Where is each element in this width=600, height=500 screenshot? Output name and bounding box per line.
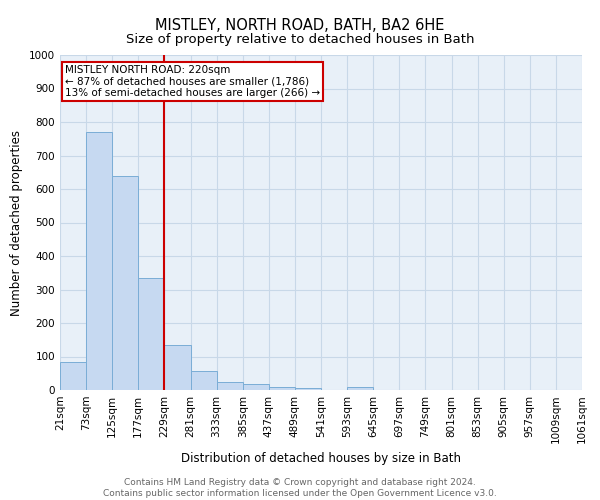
Bar	[217, 382, 243, 390]
Bar	[139, 278, 164, 390]
Bar	[164, 345, 191, 390]
Text: Contains HM Land Registry data © Crown copyright and database right 2024.
Contai: Contains HM Land Registry data © Crown c…	[103, 478, 497, 498]
Bar	[269, 386, 295, 390]
Bar	[242, 384, 269, 390]
Text: Size of property relative to detached houses in Bath: Size of property relative to detached ho…	[126, 32, 474, 46]
X-axis label: Distribution of detached houses by size in Bath: Distribution of detached houses by size …	[181, 452, 461, 465]
Text: MISTLEY, NORTH ROAD, BATH, BA2 6HE: MISTLEY, NORTH ROAD, BATH, BA2 6HE	[155, 18, 445, 32]
Bar	[347, 386, 373, 390]
Bar	[86, 132, 112, 390]
Y-axis label: Number of detached properties: Number of detached properties	[10, 130, 23, 316]
Bar	[60, 362, 86, 390]
Bar	[295, 388, 321, 390]
Bar	[112, 176, 139, 390]
Text: MISTLEY NORTH ROAD: 220sqm
← 87% of detached houses are smaller (1,786)
13% of s: MISTLEY NORTH ROAD: 220sqm ← 87% of deta…	[65, 65, 320, 98]
Bar	[191, 370, 217, 390]
